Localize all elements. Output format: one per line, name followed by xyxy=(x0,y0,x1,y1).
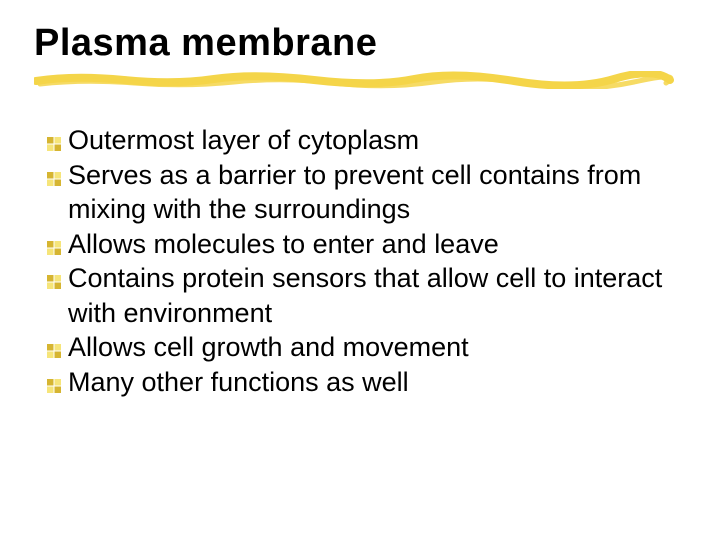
bullet-list: Outermost layer of cytoplasm Serves as a… xyxy=(34,123,686,399)
list-item: Outermost layer of cytoplasm xyxy=(46,123,678,158)
bullet-icon xyxy=(46,330,68,364)
list-item: Serves as a barrier to prevent cell cont… xyxy=(46,158,678,227)
list-item: Many other functions as well xyxy=(46,365,678,400)
bullet-icon xyxy=(46,261,68,295)
bullet-text: Contains protein sensors that allow cell… xyxy=(68,261,678,330)
bullet-text: Outermost layer of cytoplasm xyxy=(68,123,419,158)
slide: Plasma membrane Outermost layer of cytop… xyxy=(0,0,720,540)
bullet-icon xyxy=(46,365,68,399)
bullet-text: Allows molecules to enter and leave xyxy=(68,227,499,262)
bullet-text: Serves as a barrier to prevent cell cont… xyxy=(68,158,678,227)
title-underline xyxy=(34,71,674,89)
bullet-text: Many other functions as well xyxy=(68,365,409,400)
list-item: Allows cell growth and movement xyxy=(46,330,678,365)
bullet-icon xyxy=(46,227,68,261)
list-item: Contains protein sensors that allow cell… xyxy=(46,261,678,330)
list-item: Allows molecules to enter and leave xyxy=(46,227,678,262)
bullet-icon xyxy=(46,123,68,157)
page-title: Plasma membrane xyxy=(34,22,686,65)
bullet-icon xyxy=(46,158,68,192)
bullet-text: Allows cell growth and movement xyxy=(68,330,469,365)
